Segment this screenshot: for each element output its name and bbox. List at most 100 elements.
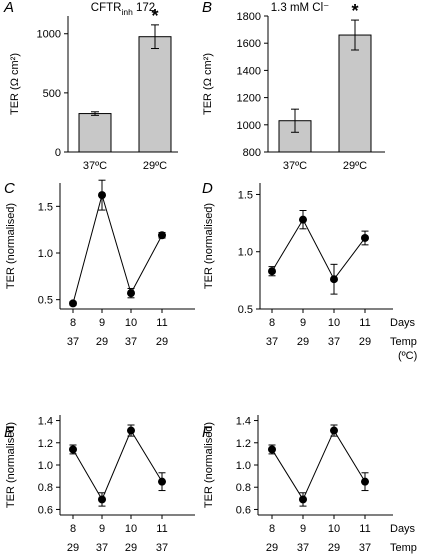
data-point (158, 477, 166, 486)
y-tick-label: 1600 (237, 38, 261, 50)
panel-title-main: 1.3 mM Cl⁻ (271, 2, 329, 14)
y-tick-label: 0.6 (38, 504, 53, 516)
y-tick-label: 1400 (237, 65, 261, 77)
y-tick-label: 1.0 (38, 460, 53, 472)
x-category-label: 29ºC (343, 160, 367, 172)
y-tick-label: 1800 (237, 11, 261, 23)
data-point (361, 233, 369, 242)
panel-letter: D (202, 180, 213, 197)
data-point (127, 289, 135, 298)
y-axis-label: TER (normalised) (203, 422, 215, 508)
panel-title: CFTRinh 172 (91, 2, 155, 17)
panel-b: B TER (Ω cm²) 800 1000 1200 1400 1600 1800 1.3 m… (202, 0, 385, 172)
data-point (69, 445, 77, 454)
data-point (98, 191, 106, 200)
y-tick-label: 1.0 (236, 460, 251, 472)
temperature-label: 37 (156, 542, 168, 554)
day-label: 9 (99, 317, 105, 329)
temperature-label: 37 (96, 542, 108, 554)
data-point (299, 495, 307, 504)
temperature-label: 37 (67, 336, 79, 348)
panel-letter: B (202, 0, 212, 16)
y-tick-label: 0 (55, 147, 61, 159)
series-line (72, 429, 163, 501)
data-point (158, 231, 166, 240)
y-axis-label: TER (Ω cm²) (202, 53, 214, 115)
y-tick-label: 1.0 (238, 247, 253, 259)
day-label: 10 (125, 523, 137, 535)
temperature-label: 37 (297, 542, 309, 554)
day-label: 8 (269, 317, 275, 329)
bar (138, 36, 172, 153)
data-point (268, 445, 276, 454)
temperature-label: 29 (328, 542, 340, 554)
y-tick-label: 1000 (237, 120, 261, 132)
bar (78, 113, 112, 153)
panels-group: A TER (Ω cm²) 0 500 1000 CFTRinh 172 37ºC 29ºC *… (3, 0, 417, 557)
days-row-label: Days (390, 317, 416, 329)
temperature-label: 37 (328, 336, 340, 348)
y-tick-label: 0.6 (236, 504, 251, 516)
day-label: 8 (70, 523, 76, 535)
day-label: 9 (300, 317, 306, 329)
significance-star: * (151, 6, 158, 26)
y-tick-label: 1.5 (38, 201, 53, 213)
temp-row-label: Temp (390, 336, 417, 348)
day-label: 8 (70, 317, 76, 329)
y-tick-label: 1000 (37, 29, 61, 41)
data-point (330, 426, 338, 435)
y-axis-label: TER (normalised) (5, 422, 17, 508)
panel-letter: F (202, 424, 212, 441)
series-line (271, 429, 366, 501)
data-point (127, 426, 135, 435)
x-category-label: 29ºC (143, 160, 167, 172)
y-tick-label: 1.2 (236, 438, 251, 450)
panel-a: A TER (Ω cm²) 0 500 1000 CFTRinh 172 37ºC 29ºC * (3, 0, 178, 172)
y-tick-label: 0.5 (38, 295, 53, 307)
temperature-label: 29 (67, 542, 79, 554)
day-label: 11 (156, 317, 167, 329)
y-axis-label: TER (normalised) (203, 203, 215, 289)
day-label: 10 (125, 317, 137, 329)
panel-d: D TER (normalised) 0.5 1.0 1.5 8 37 9 29 10 37 11 29… (202, 180, 417, 362)
panel-letter: A (3, 0, 14, 16)
temperature-label: 29 (125, 542, 137, 554)
data-point (268, 267, 276, 276)
bar (338, 34, 372, 153)
x-category-label: 37ºC (283, 160, 307, 172)
day-label: 11 (156, 523, 167, 535)
temperature-label: 29 (156, 336, 168, 348)
panel-c: C TER (normalised) 0.5 1.0 1.5 8 37 9 29 10 37 11 29 (4, 179, 195, 348)
y-axis-label: TER (normalised) (5, 203, 17, 289)
y-tick-label: 0.8 (236, 482, 251, 494)
temperature-label: 29 (96, 336, 108, 348)
panel-letter: E (4, 424, 15, 441)
temperature-label: 29 (266, 542, 278, 554)
day-label: 9 (300, 523, 306, 535)
day-label: 11 (359, 317, 370, 329)
day-label: 8 (269, 523, 275, 535)
y-axis-label: TER (Ω cm²) (9, 53, 21, 115)
data-point (69, 299, 77, 308)
panel-title-subscript: inh (121, 7, 133, 17)
data-point (330, 275, 338, 284)
data-point (361, 477, 369, 486)
day-label: 10 (328, 317, 340, 329)
temp-row-label: Temp (390, 542, 417, 554)
y-tick-label: 500 (43, 88, 61, 100)
panel-title-main: CFTR (91, 2, 122, 14)
temp-unit-label: (ºC) (398, 350, 417, 362)
temperature-label: 37 (359, 542, 371, 554)
y-tick-label: 0.5 (238, 304, 253, 316)
series-line (72, 193, 163, 304)
days-row-label: Days (390, 523, 416, 535)
panel-title-suffix: 172 (133, 2, 155, 14)
panel-letter: C (4, 180, 15, 197)
y-tick-label: 1.2 (38, 438, 53, 450)
day-label: 9 (99, 523, 105, 535)
y-tick-label: 0.8 (38, 482, 53, 494)
y-tick-label: 1.4 (236, 416, 251, 428)
series-line (271, 218, 366, 281)
